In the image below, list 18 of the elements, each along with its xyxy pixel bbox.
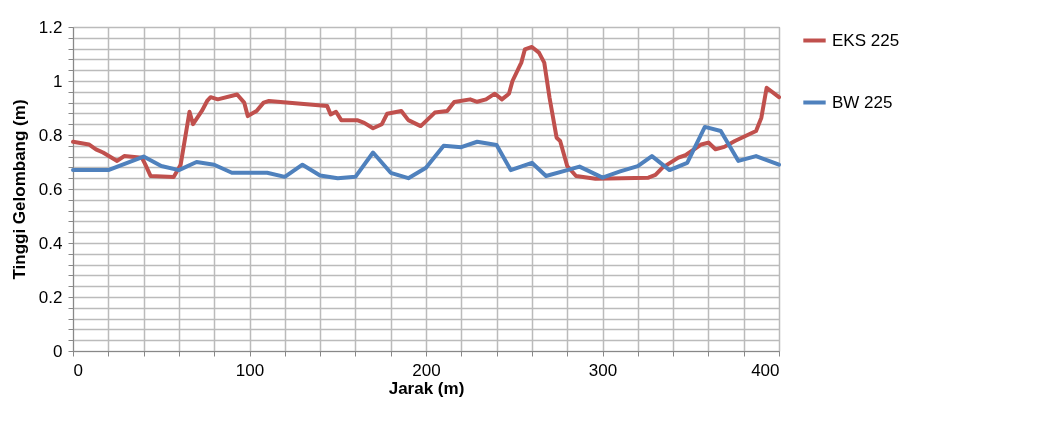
x-tick-label: 400	[751, 360, 780, 380]
y-tick-label: 1.2	[38, 17, 63, 37]
legend-label: BW 225	[832, 92, 893, 112]
x-tick-label: 200	[412, 360, 441, 380]
x-tick-label: 300	[588, 360, 618, 380]
y-tick-label: 0.4	[38, 233, 63, 253]
y-tick-label: 0.6	[38, 179, 63, 199]
y-tick-label: 0.2	[38, 287, 63, 307]
y-tick-label: 0.8	[38, 125, 63, 145]
x-tick-label: 0	[73, 360, 83, 380]
line-series	[71, 124, 781, 181]
y-tick-label: 0	[53, 341, 63, 361]
x-tick-label: 100	[235, 360, 265, 380]
y-tick-label: 1	[53, 71, 63, 91]
line-series	[71, 44, 781, 181]
y-axis-title: Tinggi Gelombang (m)	[9, 99, 29, 280]
legend-label: EKS 225	[832, 30, 900, 50]
x-axis-title: Jarak (m)	[388, 378, 465, 398]
